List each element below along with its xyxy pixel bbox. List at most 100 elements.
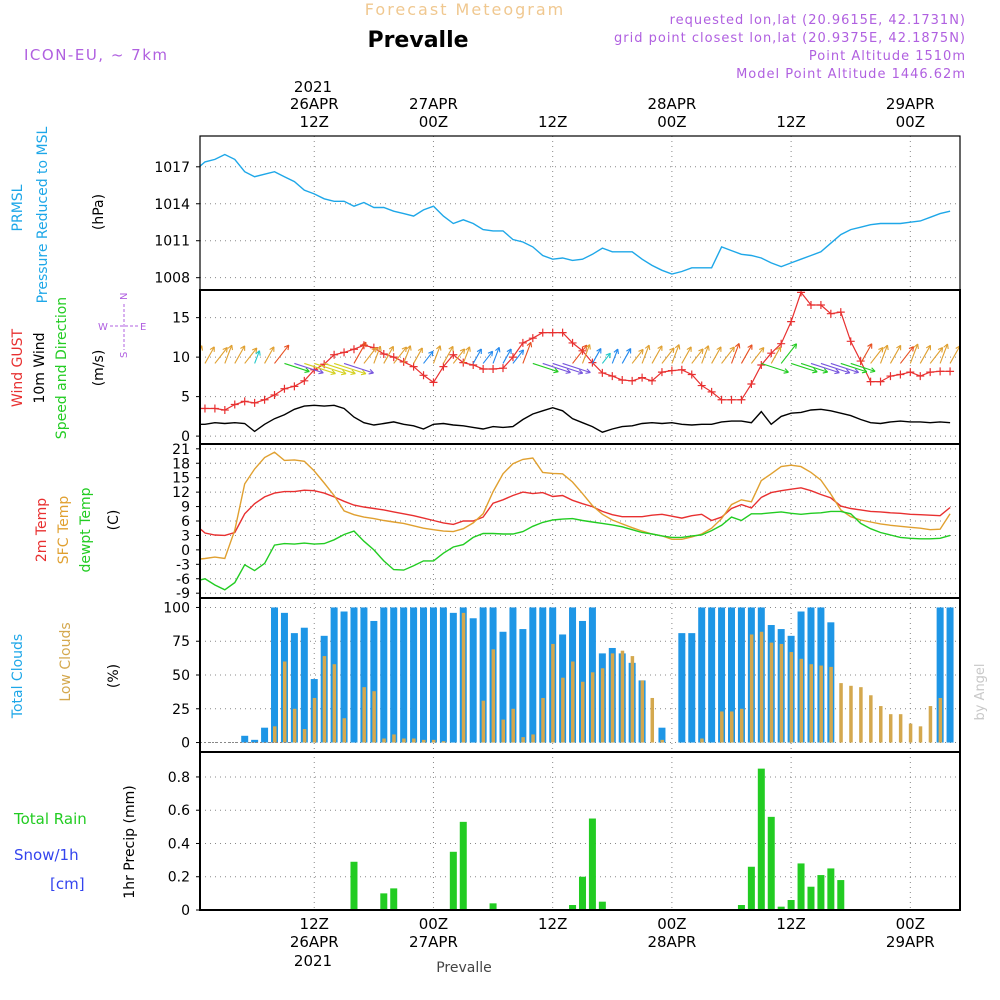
bottom-date-0: 26APR <box>290 933 339 951</box>
total-cloud-bar <box>539 607 547 743</box>
total-cloud-bar <box>241 735 249 743</box>
total-cloud-bar <box>658 727 666 743</box>
low-cloud-bar <box>898 714 903 743</box>
precip-unit: 1hr Precip (mm) <box>122 785 138 898</box>
total-cloud-bar <box>410 607 418 743</box>
low-cloud-bar <box>531 734 535 743</box>
total-cloud-bar <box>519 629 527 743</box>
total-cloud-bar <box>469 618 477 743</box>
pressure-line-0 <box>200 153 951 275</box>
wind-arrow-head <box>565 368 571 374</box>
wind-arrow <box>691 348 704 364</box>
wind-arrow-head <box>783 368 789 374</box>
rain-bar <box>489 903 497 910</box>
gust-marker <box>270 391 279 400</box>
wind-arrow-head <box>776 346 782 352</box>
wind-arrow-head <box>943 343 949 350</box>
wind-arrow-head <box>878 347 884 353</box>
rain-bar <box>350 861 358 910</box>
gust-marker <box>787 317 796 326</box>
gust-marker <box>290 382 299 391</box>
wind-arrow-head <box>861 367 868 374</box>
snow-unit-label: [cm] <box>50 875 85 893</box>
low-cloud-bar <box>918 726 923 743</box>
wind-arrow <box>294 362 324 374</box>
top-date-3: 28APR <box>647 95 696 113</box>
total-cloud-bar <box>678 633 686 743</box>
rain-bar <box>569 905 577 910</box>
bottom-year-label: 2021 <box>294 952 332 970</box>
wind-arrow-head <box>518 349 525 355</box>
wind-arrow <box>442 346 454 364</box>
gust-marker <box>568 338 577 347</box>
panel-wind: 0 5 10 15 <box>172 289 961 445</box>
gust-marker <box>349 345 358 354</box>
gust-marker <box>210 404 219 413</box>
wind-arrow <box>482 350 494 364</box>
wind-arrow <box>949 345 960 364</box>
wind-arrow <box>671 344 680 364</box>
wind-arrow-head <box>222 347 228 353</box>
wind-arrow <box>939 343 949 364</box>
wind-arrow-head <box>428 350 434 357</box>
total-cloud-bar <box>449 612 457 743</box>
gust-marker <box>439 362 448 371</box>
wind-arrow <box>611 348 619 364</box>
top-hour-0: 12Z <box>300 113 329 131</box>
low-cloud-bar <box>501 719 506 743</box>
wind-arrow <box>204 346 215 364</box>
wind-arrow-head <box>925 344 932 351</box>
wind-arrow <box>383 346 394 364</box>
wind-arrow <box>472 348 482 364</box>
wind-arrow-head <box>896 344 902 351</box>
wind-arrow-head <box>644 344 651 351</box>
wind-arrow <box>661 347 675 364</box>
total-cloud-bar <box>728 607 736 743</box>
temperature-series <box>200 451 951 591</box>
low-cloud-bar <box>809 664 813 743</box>
bottom-hour-5: 00Z <box>896 915 925 933</box>
compass-s: S <box>119 352 130 358</box>
wind-arrow <box>502 348 512 364</box>
pressure-ylabel-0: 1008 <box>154 271 190 287</box>
wind-arrow <box>254 350 260 364</box>
total-cloud-bar <box>400 607 408 743</box>
wind-arrow <box>284 362 310 373</box>
total-cloud-bar <box>688 633 696 743</box>
wind-arrow-head <box>251 347 258 354</box>
wind-arrow <box>651 345 663 364</box>
wind-arrow-head <box>506 348 512 354</box>
wind-arrow-head <box>870 367 876 373</box>
total-cloud-bar <box>529 607 537 743</box>
wind-arrow <box>721 346 735 364</box>
top-hour-4: 12Z <box>776 113 805 131</box>
gust-marker <box>896 370 905 379</box>
wind-arrow-head <box>350 369 356 376</box>
low-cloud-bar <box>561 677 565 743</box>
rain-bar <box>767 816 775 910</box>
total-cloud-bar <box>370 620 378 743</box>
wind-arrow <box>711 346 722 364</box>
top-hour-1: 00Z <box>419 113 448 131</box>
total-cloud-bar <box>946 607 954 743</box>
compass-e: E <box>140 322 146 333</box>
top-title: Forecast Meteogram <box>365 0 565 19</box>
wind-arrow-head <box>812 367 818 374</box>
low-cloud-bar <box>332 664 337 743</box>
wind-arrow <box>870 347 884 364</box>
gust-marker <box>856 357 865 366</box>
wind-arrow-head <box>674 344 681 350</box>
temp-2m-label: 2m Temp <box>34 498 50 562</box>
low-cloud-bar <box>819 665 823 743</box>
wind-arrow <box>343 362 374 374</box>
gust-marker <box>429 378 438 387</box>
low-cloud-bar <box>273 726 277 743</box>
wind-arrow <box>860 343 873 364</box>
rain-bar <box>588 818 596 910</box>
wind-arrow-head <box>605 352 611 359</box>
rain-bar <box>390 888 398 910</box>
wind-arrow-head <box>240 345 246 351</box>
wind-arrow-head <box>200 345 204 351</box>
wind-arrow <box>621 348 632 364</box>
